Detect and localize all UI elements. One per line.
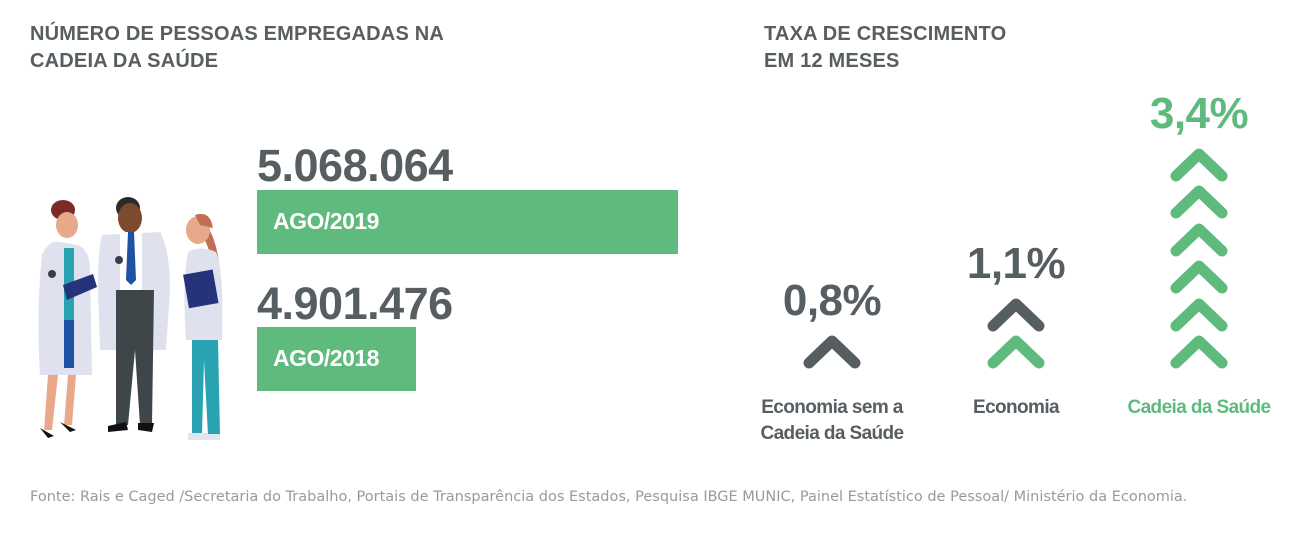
growth-value-label: 0,8% xyxy=(782,276,882,325)
chevron-up-icon xyxy=(1170,223,1228,256)
bar-2018: AGO/2018 xyxy=(257,327,417,391)
doctor-woman-icon xyxy=(38,200,97,438)
chevron-up-icon xyxy=(987,298,1045,331)
chevron-up-icon xyxy=(1170,260,1228,294)
bar-label-2018: AGO/2018 xyxy=(273,345,379,371)
growth-category-label-line: Cadeia da Saúde xyxy=(760,423,904,444)
growth-category-label-line: Economia sem a xyxy=(761,397,903,418)
chevron-up-icon xyxy=(1170,335,1228,369)
chevron-up-icon xyxy=(1170,148,1228,181)
source-footnote: Fonte: Rais e Caged /Secretaria do Traba… xyxy=(30,489,1188,505)
growth-value-label: 3,4% xyxy=(1149,88,1249,138)
chevron-up-icon xyxy=(987,335,1045,369)
health-professionals-illustration xyxy=(38,197,223,440)
bar-2019: AGO/2019 xyxy=(257,190,678,254)
chevron-up-icon xyxy=(1170,298,1228,331)
growth-category-label: Economia sem a Cadeia da Saúde xyxy=(732,395,932,447)
left-title-line1: NÚMERO DE PESSOAS EMPREGADAS NA xyxy=(30,23,445,45)
left-title: NÚMERO DE PESSOAS EMPREGADAS NA CADEIA D… xyxy=(30,21,444,75)
right-title: TAXA DE CRESCIMENTO EM 12 MESES xyxy=(764,21,1006,75)
growth-value-label: 1,1% xyxy=(966,238,1066,288)
growth-category-label-line: Cadeia da Saúde xyxy=(1127,397,1271,418)
chevron-up-icon xyxy=(803,335,861,369)
left-title-line2: CADEIA DA SAÚDE xyxy=(30,50,219,72)
value-label-2018: 4.901.476 xyxy=(257,278,453,329)
nurse-woman-icon xyxy=(183,213,223,440)
growth-category-label: Cadeia da Saúde xyxy=(1099,395,1299,421)
doctor-man-icon xyxy=(98,197,170,432)
growth-category-label-line: Economia xyxy=(973,397,1060,418)
growth-category-label: Economia xyxy=(916,395,1116,421)
right-title-line2: EM 12 MESES xyxy=(764,50,900,72)
bar-label-2019: AGO/2019 xyxy=(273,208,379,234)
value-label-2019: 5.068.064 xyxy=(257,140,453,191)
chevron-up-icon xyxy=(1170,185,1228,219)
right-title-line1: TAXA DE CRESCIMENTO xyxy=(764,23,1007,45)
